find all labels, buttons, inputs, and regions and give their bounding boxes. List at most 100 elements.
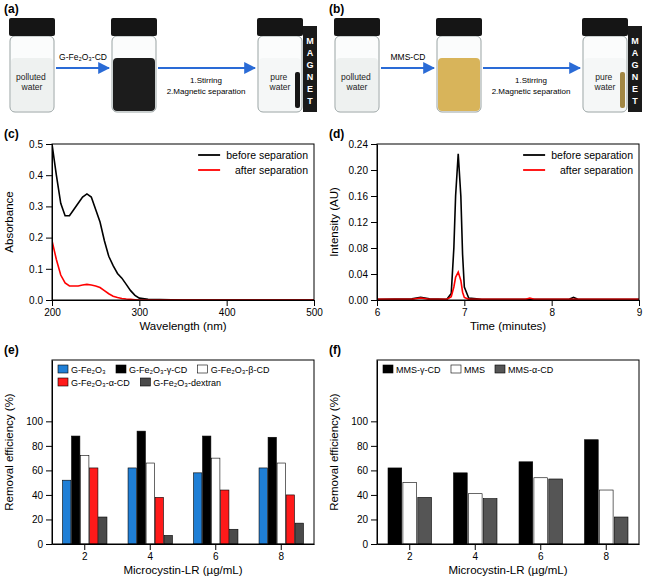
tick-mark [46, 238, 52, 239]
tick-label: 0.5 [29, 139, 43, 150]
tick: 80 [357, 441, 377, 452]
tick-label: 40 [32, 490, 44, 501]
vial-cap [9, 18, 55, 36]
vial-liquid [259, 58, 301, 111]
legend-swatch [451, 365, 461, 373]
legend-label: before separation [551, 149, 633, 161]
y-axis-title: Absorbance [3, 191, 15, 252]
vial-body [583, 36, 627, 112]
axis: 0.000.040.080.120.160.200.24 [349, 139, 378, 306]
arrow [483, 67, 580, 69]
bar [194, 473, 202, 544]
figure: (a)polluted waterpure waterG-Fe₂O₃-CD1.S… [0, 0, 649, 582]
legend-label: after separation [560, 164, 633, 176]
tick-mark [139, 300, 140, 306]
axis: 2468 [378, 544, 640, 562]
tick: 400 [219, 300, 236, 318]
tick: 0.12 [349, 217, 377, 228]
legend-label: after separation [235, 164, 308, 176]
step-label: 1.Stirring [515, 76, 547, 85]
tick-label: 8 [278, 551, 284, 562]
legend-item: before separation [523, 149, 633, 161]
tick: 40 [357, 490, 377, 501]
legend-swatch [523, 169, 545, 171]
bar [268, 437, 276, 544]
bar [388, 468, 402, 544]
tick-mark [371, 495, 377, 496]
bar [164, 535, 172, 544]
tick: 2 [82, 544, 88, 562]
legend: MMS-γ-CDMMSMMS-α-CD [383, 365, 554, 375]
tick-label: 80 [32, 441, 44, 452]
legend-label: G-Fe₂O₃-γ-CD [129, 365, 188, 375]
tick-label: 60 [357, 465, 369, 476]
tick-mark [215, 544, 216, 550]
tick-mark [314, 300, 315, 306]
step-label: 1.Stirring [190, 76, 222, 85]
tick: 20 [357, 514, 377, 525]
tick-mark [46, 175, 52, 176]
tick-mark [46, 470, 52, 471]
bar [230, 529, 238, 544]
legend-item: G-Fe₂O₃-β-CD [198, 365, 270, 375]
tick-mark [46, 495, 52, 496]
tick: 80 [32, 441, 52, 452]
magnet [303, 26, 317, 112]
tick-label: 8 [549, 307, 555, 318]
tick: 0.00 [349, 295, 377, 306]
tick-label: 20 [32, 514, 44, 525]
bar [259, 468, 267, 544]
tick-label: 0.2 [29, 232, 43, 243]
plot-area: Time (minutes)Intensity (AU)67890.000.04… [328, 139, 643, 332]
arrow [381, 67, 434, 69]
vial-body [437, 36, 481, 112]
plot-frame [52, 144, 314, 300]
legend-item: MMS [451, 365, 485, 375]
data-line [52, 144, 314, 300]
x-axis-title: Wavelength (nm) [139, 320, 226, 332]
chart-panel: (c)Wavelength (nm)Absorbance200300400500… [3, 127, 323, 332]
tick: 2 [407, 544, 413, 562]
axis: 020406080100 [26, 361, 52, 550]
bar [277, 463, 285, 544]
y-axis-title: Removal efficiency (%) [328, 393, 340, 511]
bar [614, 517, 628, 544]
tick-mark [377, 300, 378, 306]
bar [454, 473, 468, 544]
panel-label: (d) [329, 127, 344, 141]
collected-particles [295, 72, 300, 108]
vial-label: pure water [594, 72, 616, 92]
tick-label: 9 [637, 307, 643, 318]
tick-label: 0.4 [29, 170, 43, 181]
tick-label: 0.3 [29, 201, 43, 212]
bar-group [388, 440, 628, 544]
tick-label: 0.12 [349, 217, 369, 228]
step-label: 2.Magnetic separation [492, 87, 571, 96]
bar [146, 463, 154, 544]
tick-mark [371, 170, 377, 171]
bar [286, 495, 294, 544]
tick-label: 100 [26, 416, 43, 427]
tick-label: 0.1 [29, 264, 43, 275]
tick-mark [281, 544, 282, 550]
tick-label: 0.04 [349, 269, 369, 280]
vial-cap [436, 18, 482, 36]
tick: 6 [538, 544, 544, 562]
legend-swatch [198, 154, 220, 156]
tick: 0 [37, 539, 52, 550]
bar [212, 458, 220, 544]
tick-mark [150, 544, 151, 550]
axis: 200300400500 [44, 300, 323, 318]
tick-mark [371, 519, 377, 520]
tick-label: 200 [44, 307, 61, 318]
tick: 500 [306, 300, 323, 318]
magnet [628, 26, 642, 112]
axis: 6789 [375, 300, 643, 318]
tick: 0.0 [29, 295, 52, 306]
tick-mark [371, 248, 377, 249]
plot-frame [52, 360, 314, 544]
tick: 4 [147, 544, 153, 562]
tick-label: 0.16 [349, 191, 369, 202]
background [0, 0, 649, 582]
tick-label: 0.24 [349, 139, 369, 150]
